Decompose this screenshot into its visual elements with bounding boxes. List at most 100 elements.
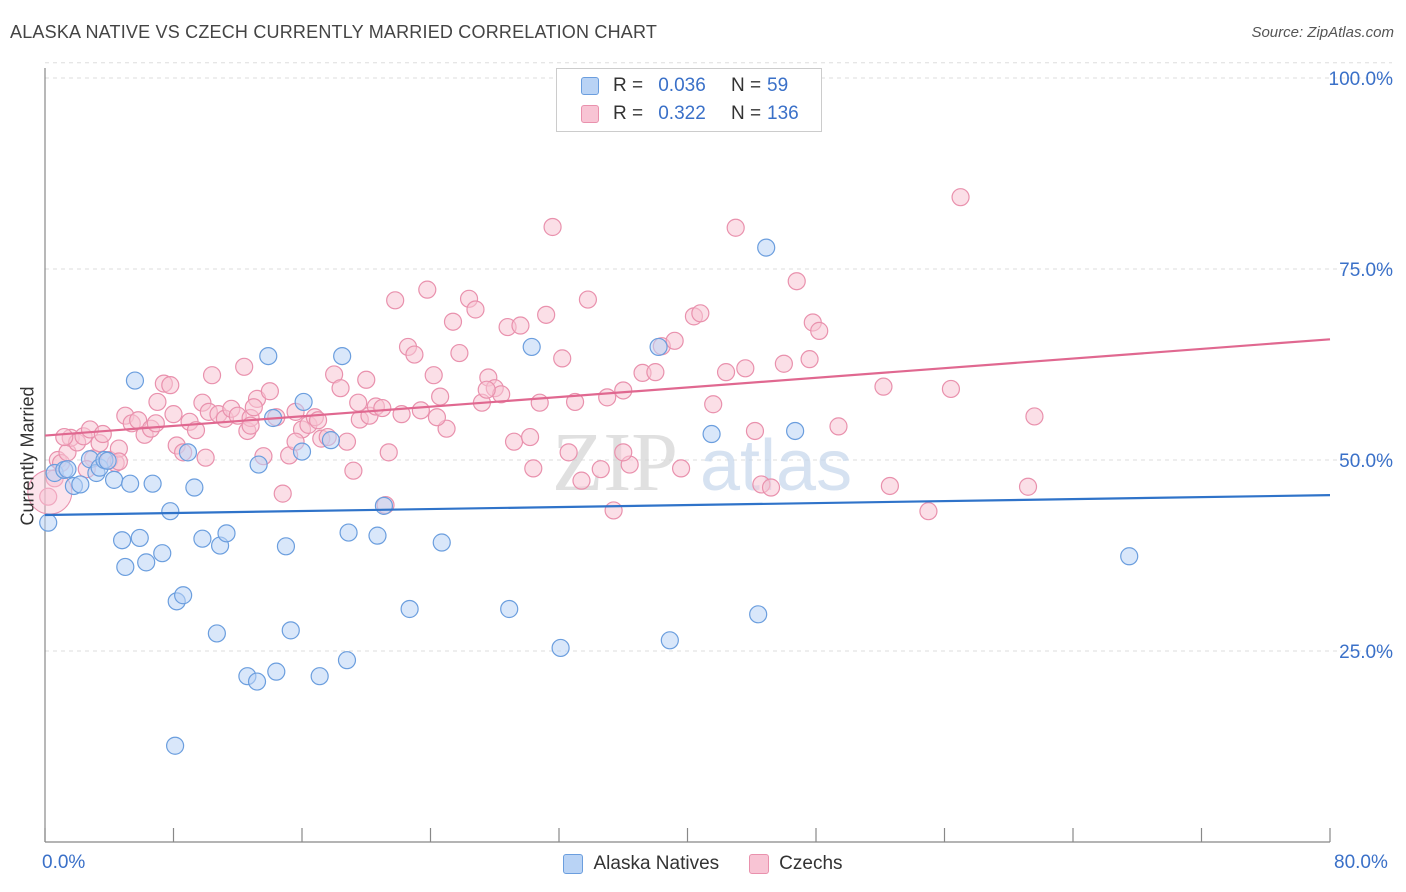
czechs-point [745, 421, 765, 441]
n-value: 59 [767, 75, 789, 96]
czechs-point [418, 280, 437, 299]
czechs-point [148, 392, 167, 412]
czechs-point [951, 188, 970, 207]
alaska-natives-point [217, 524, 236, 543]
alaska-natives-point [649, 337, 668, 357]
alaska-natives-point [374, 496, 394, 515]
alaska-natives-point [207, 624, 226, 643]
czechs-point [244, 398, 263, 417]
czechs-point [614, 443, 633, 462]
alaska-natives-point [161, 502, 180, 521]
alaska-natives-point [137, 553, 156, 572]
czechs-point [202, 366, 222, 385]
alaska-natives-point [185, 478, 204, 497]
alaska-natives-point [522, 337, 541, 357]
czechs-point [477, 380, 496, 399]
czechs-point [646, 363, 665, 382]
alaska-natives-point [551, 638, 570, 658]
czechs-point [530, 393, 549, 412]
n-label: N = [731, 103, 762, 124]
alaska-natives-point [1120, 547, 1139, 566]
alaska-natives-point [249, 455, 268, 474]
x-tick-label-min: 0.0% [42, 852, 86, 873]
czechs-point [443, 312, 463, 331]
alaska-natives-point [121, 474, 140, 493]
alaska-natives-point [321, 431, 341, 450]
czechs-point [386, 291, 405, 310]
blue-swatch [581, 77, 599, 95]
alaska-natives-point [500, 599, 519, 619]
legend-label: Alaska Natives [593, 853, 720, 874]
blue-swatch [563, 854, 584, 874]
alaska-natives-point [104, 470, 124, 489]
legend-item-alaska-natives[interactable]: Alaska Natives [563, 850, 719, 878]
alaska-natives-point [757, 238, 776, 257]
alaska-natives-point [702, 424, 721, 444]
pink-swatch [581, 105, 599, 123]
czechs-point [349, 393, 368, 412]
alaska-natives-point [259, 346, 278, 366]
alaska-natives-point [400, 599, 419, 619]
czechs-point [504, 432, 524, 451]
alaska-natives-point [116, 557, 135, 577]
czechs-point [726, 218, 745, 237]
czechs-point [235, 357, 254, 376]
alaska-natives-point [749, 605, 768, 624]
czechs-point [578, 290, 598, 309]
alaska-natives-point [337, 651, 357, 670]
alaska-natives-point [368, 526, 387, 545]
legend-label: Czechs [779, 853, 843, 874]
axes [44, 68, 1331, 843]
czechs-point [186, 421, 206, 440]
alaska-natives-point [174, 586, 193, 605]
czechs-point [1025, 407, 1044, 426]
alaska-natives-point [786, 421, 805, 441]
alaska-natives-point [660, 631, 679, 650]
series-legend: Alaska Natives Czechs [0, 850, 1406, 878]
n-label: N = [731, 75, 762, 96]
alaska-natives-point [143, 474, 162, 493]
czechs-point [941, 379, 961, 399]
czechs-point [665, 331, 684, 350]
alaska-natives-point [112, 531, 132, 550]
y-tick-label: 25.0% [1339, 642, 1393, 663]
alaska-natives-point [193, 529, 212, 548]
czechs-point [93, 424, 112, 444]
y-tick-label: 75.0% [1339, 260, 1393, 281]
r-value: 0.036 [658, 75, 706, 96]
czechs-point [671, 459, 691, 478]
stats-row-alaska-natives: R = 0.036 N = 59 [557, 73, 788, 99]
czechs-point [39, 487, 58, 506]
czechs-point [520, 427, 540, 447]
czechs-point [1018, 477, 1038, 496]
alaska-natives-point [247, 672, 267, 691]
legend-item-czechs[interactable]: Czechs [749, 850, 843, 878]
alaska-natives-point [333, 346, 352, 366]
stats-row-czechs: R = 0.322 N = 136 [557, 101, 799, 127]
stats-legend: R = 0.036 N = 59 R = 0.322 N = 136 [556, 68, 822, 132]
czechs-point [614, 381, 633, 400]
y-tick-label: 100.0% [1329, 69, 1394, 90]
watermark-zip: ZIP [552, 416, 678, 509]
czechs-point [405, 345, 424, 364]
alaska-natives-point [130, 528, 149, 548]
alaska-natives-points [39, 238, 1139, 755]
czechs-point [572, 471, 591, 490]
y-tick-label: 50.0% [1339, 451, 1393, 472]
czechs-point [565, 392, 585, 412]
czechs-point [736, 359, 755, 378]
czechs-point [774, 354, 793, 373]
czechs-point [379, 443, 398, 462]
czechs-point [55, 427, 74, 447]
czechs-point [559, 443, 578, 462]
czechs-point [511, 316, 530, 335]
czechs-point [161, 376, 180, 395]
alaska-natives-point [276, 537, 296, 556]
alaska-natives-point [310, 667, 329, 686]
czechs-point [431, 387, 450, 406]
grid-lines [45, 62, 1392, 652]
czechs-point [196, 448, 215, 467]
alaska-natives-point [39, 513, 58, 532]
source-label: Source: ZipAtlas.com [1251, 24, 1394, 41]
